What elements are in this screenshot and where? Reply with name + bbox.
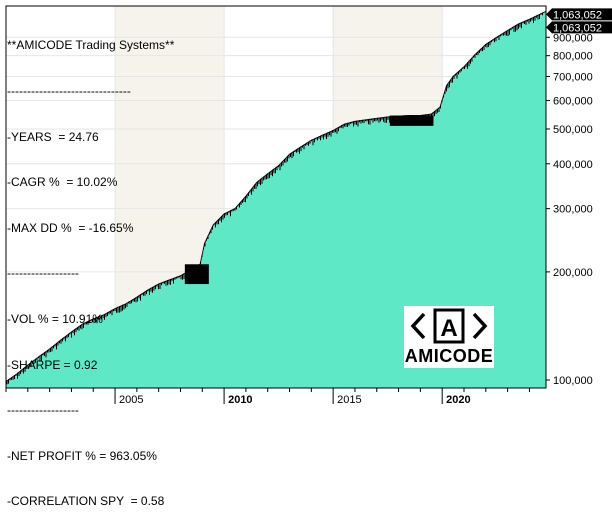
drawdown-marks — [6, 12, 543, 385]
last-value-label: 1,063,052 — [553, 22, 602, 34]
stats-net-profit: -NET PROFIT % = 963.05% — [7, 448, 157, 463]
y-axis: 100,000 200,000 300,000 400,000 500,000 600,0… — [546, 32, 593, 387]
y-tick-label: 300,000 — [553, 204, 593, 216]
y-tick-label: 500,000 — [553, 124, 593, 136]
logo-text: AMICODE — [404, 346, 494, 366]
drawdown-block — [184, 264, 209, 285]
y-tick-label: 100,000 — [553, 375, 593, 387]
stats-separator: ------------------ — [7, 266, 79, 281]
stats-separator: ------------------------------- — [7, 84, 131, 98]
y-tick-label: 800,000 — [553, 51, 593, 63]
logo-mark-icon: A — [410, 308, 488, 344]
drawdown-block — [389, 115, 434, 126]
stats-years: -YEARS = 24.76 — [7, 129, 99, 144]
x-axis: 2005 2010 2015 2020 — [5, 388, 530, 406]
last-value-tag — [546, 8, 612, 21]
equity-area — [6, 11, 546, 389]
amicode-logo: A AMICODE — [404, 306, 494, 368]
stats-panel: **AMICODE Trading Systems** ------------… — [7, 8, 174, 525]
stats-vol: -VOL % = 10.91% — [7, 311, 103, 326]
y-tick-label: 600,000 — [553, 96, 593, 108]
stats-separator: ------------------ — [7, 403, 79, 418]
y-tick-label: 200,000 — [553, 267, 593, 279]
x-tick-label: 2005 — [119, 394, 143, 406]
stats-title: **AMICODE Trading Systems** — [7, 38, 175, 53]
y-tick-label: 900,000 — [553, 32, 593, 44]
last-value-tag — [546, 21, 612, 34]
x-tick-label: 2020 — [446, 394, 470, 406]
stats-cagr: -CAGR % = 10.02% — [7, 175, 118, 190]
y-tick-label: 700,000 — [553, 71, 593, 83]
y-tick-label: 400,000 — [553, 159, 593, 171]
last-value-label: 1,063,052 — [553, 9, 602, 21]
x-tick-label: 2015 — [337, 394, 361, 406]
stats-sharpe: -SHARPE = 0.92 — [7, 357, 98, 372]
x-tick-label: 2010 — [228, 394, 252, 406]
plot-border — [5, 5, 547, 389]
stats-maxdd: -MAX DD % = -16.65% — [7, 220, 134, 235]
stats-correlation: -CORRELATION SPY = 0.58 — [7, 494, 165, 509]
logo-symbol: A — [440, 315, 457, 342]
equity-chart: 100,000 200,000 300,000 400,000 500,000 600,0… — [5, 5, 612, 406]
